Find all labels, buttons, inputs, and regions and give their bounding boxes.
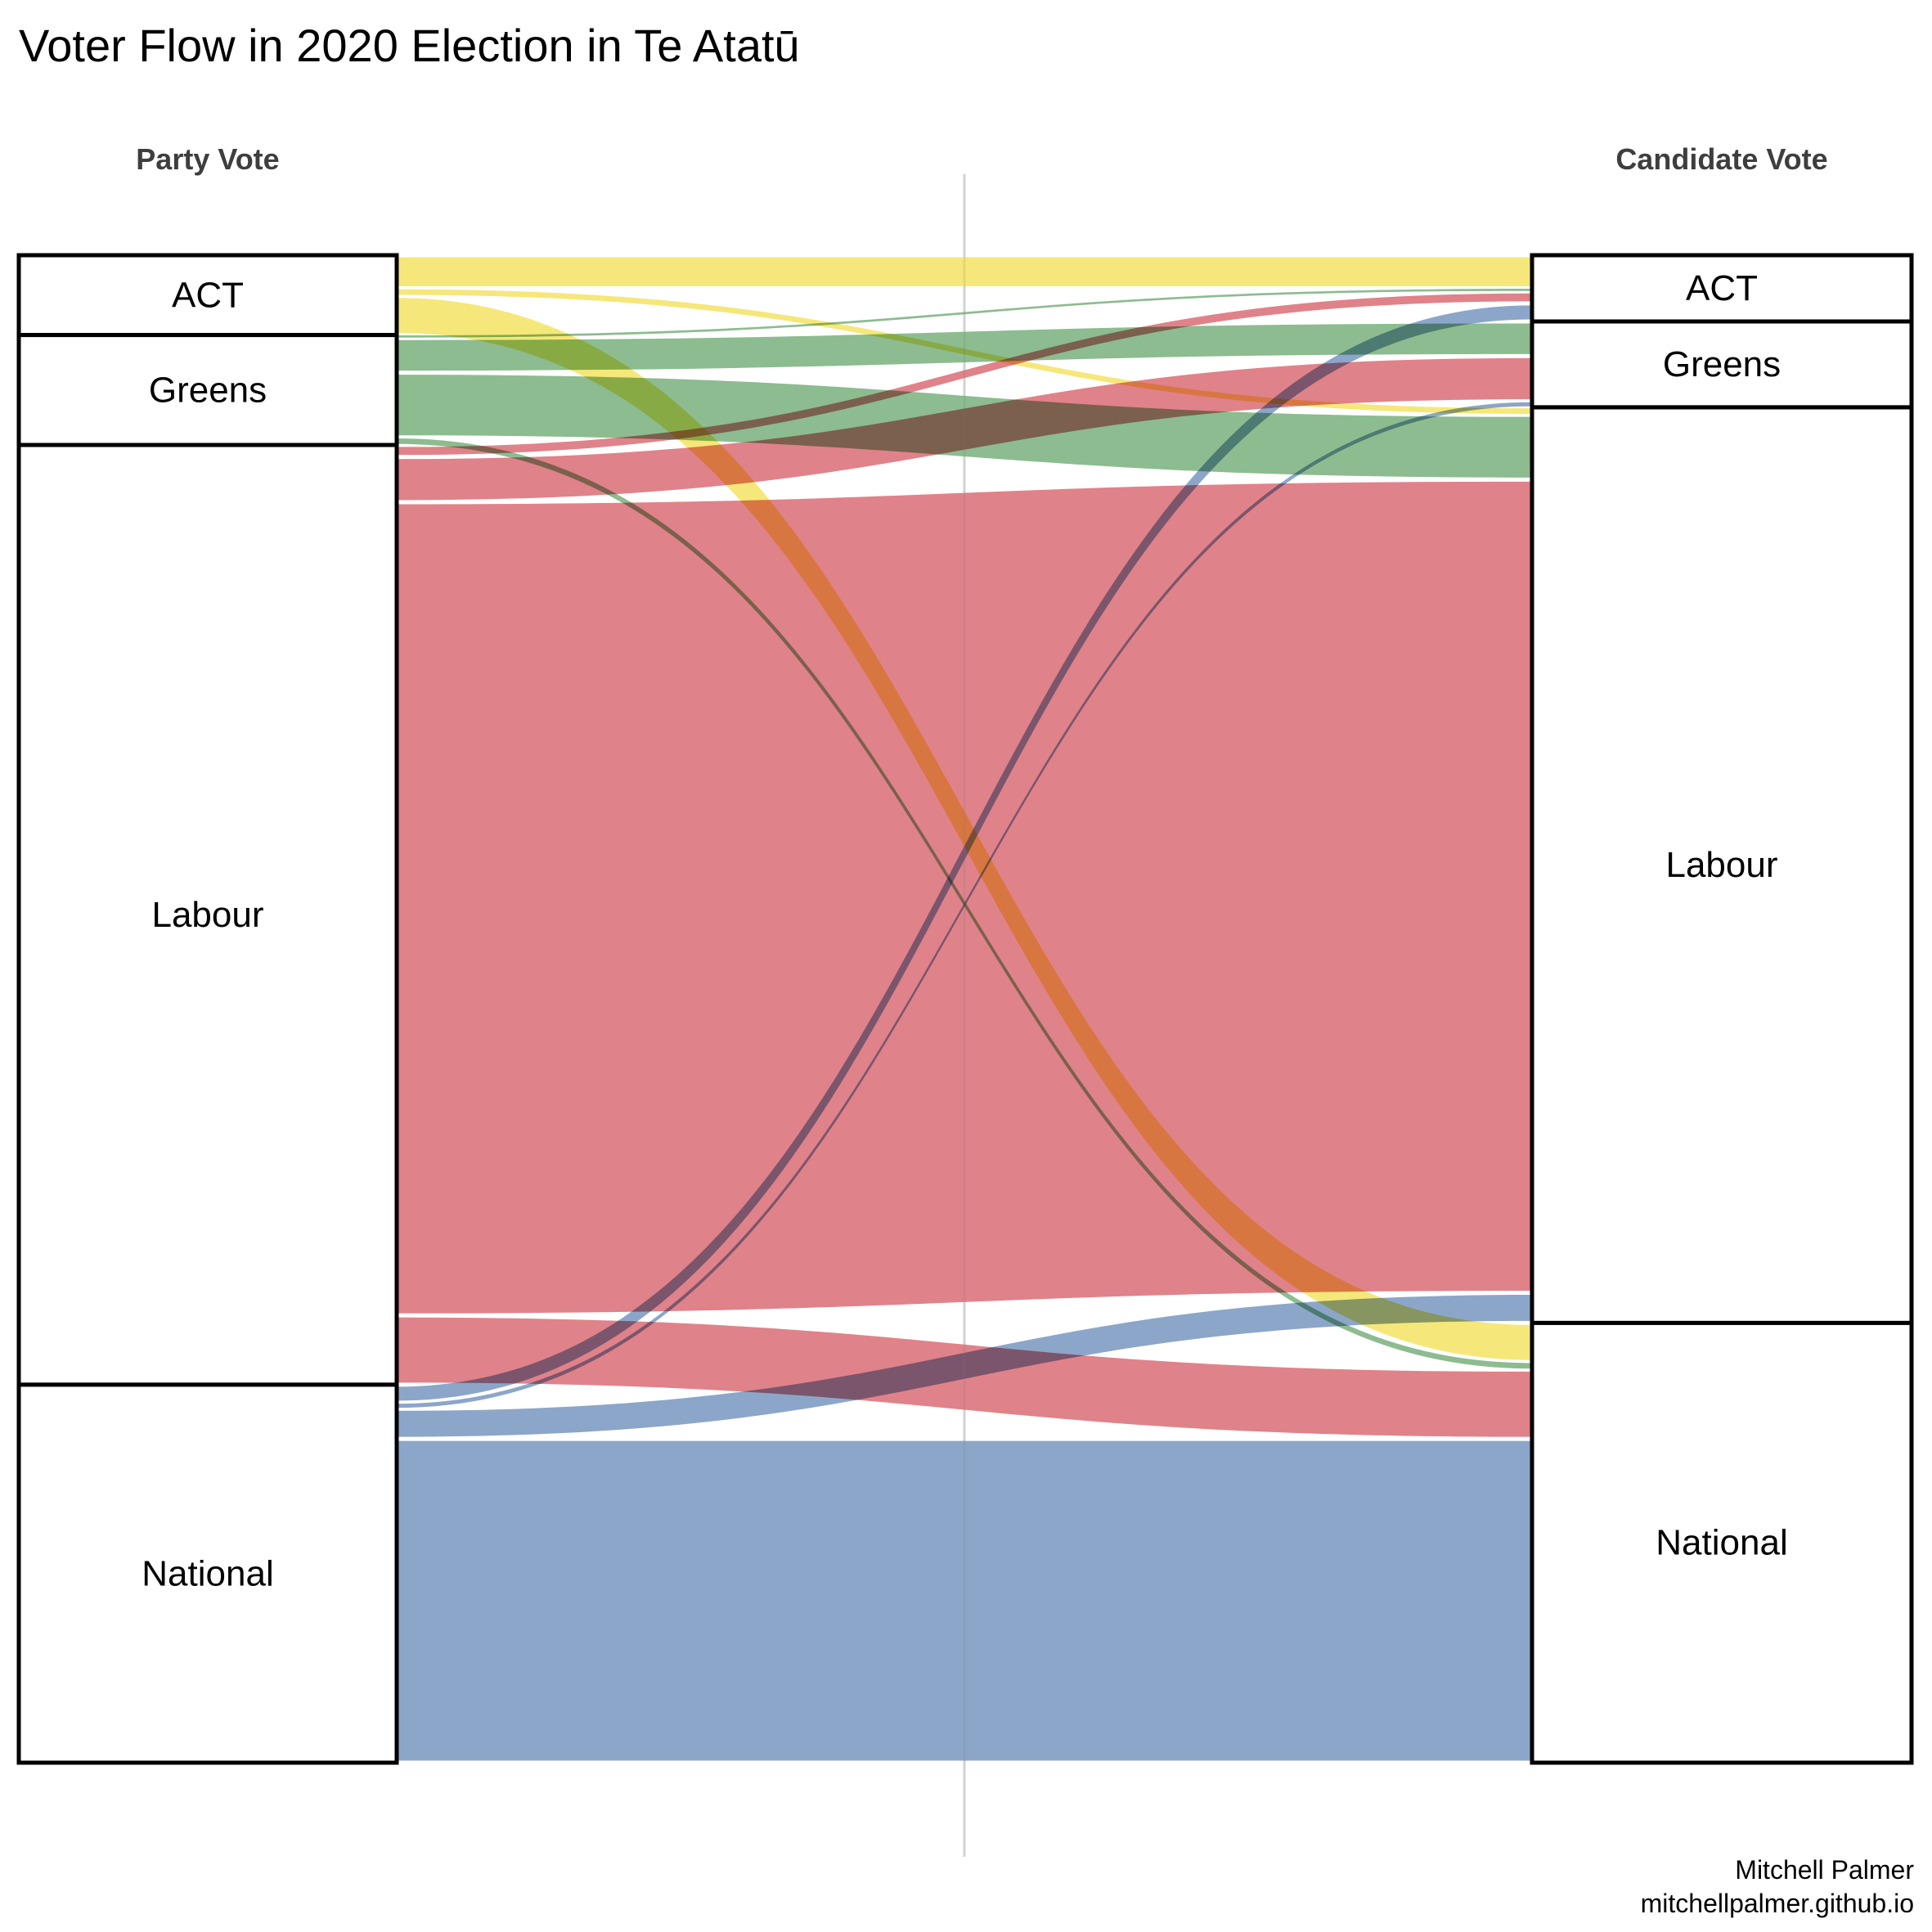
right-column-header: Candidate Vote — [1615, 142, 1827, 176]
node-party-national-label: National — [142, 1553, 273, 1593]
node-party-greens: Greens — [16, 333, 399, 447]
node-party-labour-box — [16, 443, 399, 1387]
node-party-greens-label: Greens — [149, 370, 267, 410]
flow-labour-to-labour — [397, 481, 1532, 1314]
flow-labour-to-greens — [397, 357, 1532, 501]
node-party-national: National — [16, 1382, 399, 1765]
node-candidate-act-box — [1530, 253, 1914, 324]
node-party-act: ACT — [16, 253, 399, 338]
flow-national-to-labour — [397, 1295, 1532, 1437]
flow-national-to-greens — [397, 402, 1532, 1409]
flow-act-to-act — [397, 257, 1532, 287]
attribution-site: mitchellpalmer.github.io — [1641, 1889, 1914, 1918]
page-title: Voter Flow in 2020 Election in Te Atatū — [19, 20, 800, 71]
node-candidate-national-label: National — [1656, 1523, 1787, 1563]
node-party-national-box — [16, 1382, 399, 1765]
node-party-greens-box — [16, 333, 399, 447]
node-candidate-act-label: ACT — [1686, 268, 1758, 308]
node-candidate-labour-box — [1530, 405, 1914, 1325]
node-candidate-national: National — [1530, 1320, 1914, 1765]
node-candidate-labour-label: Labour — [1665, 845, 1777, 885]
node-party-labour-label: Labour — [151, 895, 263, 935]
flow-greens-to-greens — [397, 323, 1532, 371]
node-party-act-label: ACT — [172, 275, 244, 315]
node-candidate-act: ACT — [1530, 253, 1914, 324]
node-candidate-labour: Labour — [1530, 405, 1914, 1325]
flow-ribbons — [397, 257, 1532, 1761]
flow-greens-to-act — [397, 289, 1532, 338]
attribution-name: Mitchell Palmer — [1735, 1855, 1914, 1885]
flow-labour-to-act — [397, 293, 1532, 456]
node-candidate-greens-box — [1530, 319, 1914, 410]
node-party-act-box — [16, 253, 399, 338]
node-candidate-greens: Greens — [1530, 319, 1914, 410]
flow-national-to-act — [397, 305, 1532, 1401]
node-candidate-greens-label: Greens — [1663, 344, 1781, 384]
node-candidate-national-box — [1530, 1320, 1914, 1765]
flow-national-to-national — [397, 1440, 1532, 1761]
left-column-header: Party Vote — [136, 142, 279, 176]
node-boxes: ACT Greens Labour National ACT Greens La… — [16, 253, 1914, 1765]
node-party-labour: Labour — [16, 443, 399, 1387]
